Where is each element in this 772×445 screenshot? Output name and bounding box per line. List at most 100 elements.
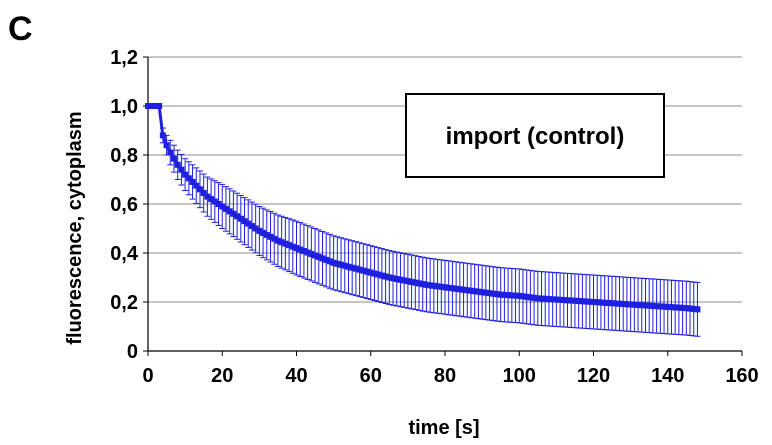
data-point (159, 132, 166, 139)
data-point (642, 302, 649, 309)
data-point (252, 225, 259, 232)
data-point (174, 161, 181, 168)
data-point (575, 298, 582, 305)
data-point (690, 305, 697, 312)
data-point (568, 297, 575, 304)
data-point (694, 306, 701, 313)
data-point (234, 213, 241, 220)
data-point (512, 292, 519, 299)
data-point (289, 243, 296, 250)
data-point (256, 227, 263, 234)
data-point (408, 278, 415, 285)
data-point (531, 294, 538, 301)
data-point (586, 298, 593, 305)
data-point (196, 186, 203, 193)
data-point (386, 274, 393, 281)
data-point (687, 305, 694, 312)
x-axis-title: time [s] (408, 417, 479, 439)
x-tick-label: 60 (360, 365, 382, 387)
data-point (200, 189, 207, 196)
data-point (334, 260, 341, 267)
data-point (516, 292, 523, 299)
y-tick-label: 1,2 (110, 47, 138, 69)
data-point (467, 287, 474, 294)
data-point (349, 264, 356, 271)
data-point (274, 237, 281, 244)
data-point (623, 301, 630, 308)
data-point (152, 103, 159, 109)
data-point (219, 203, 226, 210)
data-point (297, 246, 304, 253)
data-point (449, 285, 456, 292)
x-tick-label: 100 (503, 365, 536, 387)
data-point (527, 294, 534, 301)
data-point (215, 201, 222, 207)
data-point (664, 303, 671, 310)
x-tick-label: 0 (142, 365, 153, 387)
annotation-frame (405, 93, 665, 178)
data-point (286, 242, 293, 249)
data-point (170, 155, 177, 162)
data-point (430, 282, 437, 289)
data-point (182, 171, 189, 178)
data-point (475, 288, 482, 295)
data-point (594, 299, 601, 306)
data-point (675, 304, 682, 311)
data-point (649, 302, 656, 309)
data-point (401, 277, 408, 284)
data-point (683, 305, 690, 312)
data-point (323, 256, 330, 263)
x-tick-labels: 0 20 40 60 80 100 120 140 160 (142, 365, 758, 387)
data-point (189, 178, 196, 185)
data-point (364, 268, 371, 275)
y-tick-label: 0,8 (110, 145, 138, 167)
data-point (382, 273, 389, 280)
data-point (538, 295, 545, 302)
data-point (497, 291, 504, 298)
data-point (167, 149, 174, 156)
y-axis-title: fluorescence, cytoplasm (64, 111, 86, 344)
data-point (631, 301, 638, 308)
data-point (445, 284, 452, 291)
data-point (646, 302, 653, 309)
data-point (553, 296, 560, 303)
data-point (330, 259, 337, 266)
data-point (211, 198, 218, 205)
data-point (564, 297, 571, 304)
data-point (367, 269, 374, 276)
data-point (278, 239, 285, 246)
data-point (616, 300, 623, 307)
y-tick-label: 0 (127, 341, 138, 363)
data-point (549, 296, 556, 303)
data-point (308, 250, 315, 257)
data-point (267, 233, 274, 240)
data-point (326, 258, 333, 265)
data-point (193, 182, 200, 189)
data-point (501, 291, 508, 298)
data-point (560, 297, 567, 304)
data-point (208, 196, 215, 203)
data-point (493, 291, 500, 298)
data-point (248, 223, 255, 230)
x-tick-label: 40 (285, 365, 307, 387)
data-point (657, 303, 664, 310)
data-point (583, 298, 590, 305)
data-point (245, 220, 252, 227)
data-point (605, 299, 612, 306)
data-point (412, 279, 419, 286)
x-tick-label: 160 (725, 365, 758, 387)
data-point (542, 295, 549, 302)
data-point (356, 266, 363, 273)
data-point (635, 301, 642, 308)
data-point (545, 296, 552, 303)
data-point (534, 295, 541, 302)
data-point (505, 292, 512, 299)
data-point (423, 281, 430, 288)
data-point (464, 287, 471, 294)
data-point (241, 218, 248, 225)
data-point (416, 280, 423, 287)
data-point (263, 231, 270, 238)
data-point (338, 261, 345, 268)
data-point (341, 262, 348, 269)
data-point (661, 303, 668, 310)
